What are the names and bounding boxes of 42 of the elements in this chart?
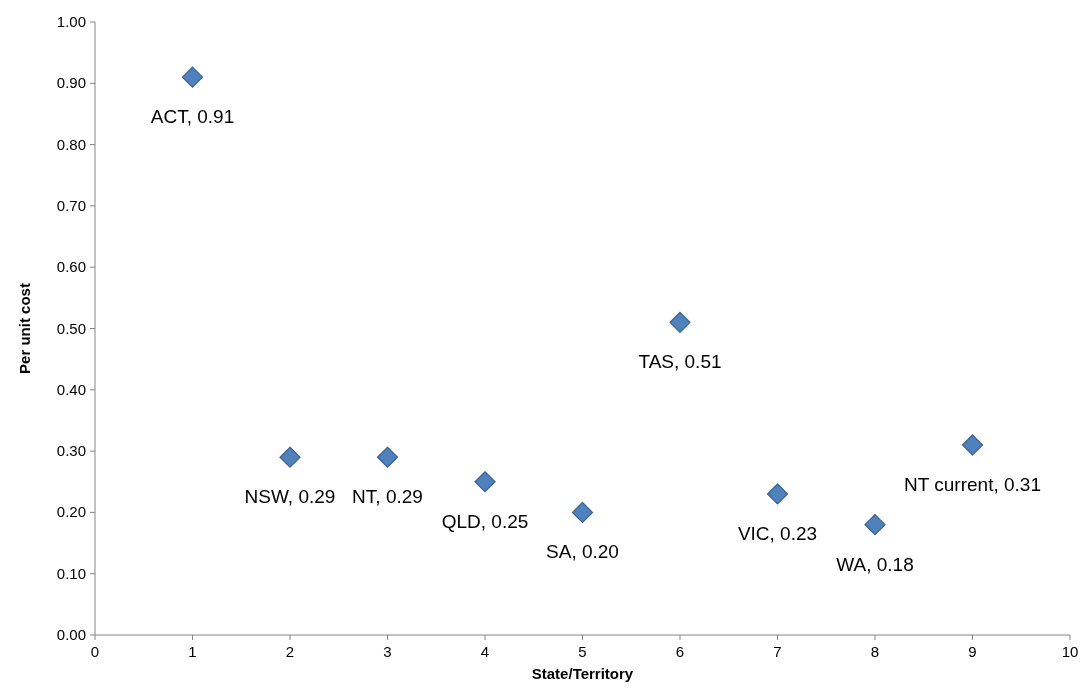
y-tick-label: 0.30 [56,442,86,460]
data-label: WA, 0.18 [836,553,914,575]
point [961,434,984,456]
y-tick-label: 0.90 [56,74,86,92]
point [669,311,691,333]
y-tick-label: 0.50 [56,319,86,337]
data-label: QLD, 0.25 [441,510,529,532]
data-label: NT current, 0.31 [904,473,1041,495]
y-tick-label: 0.10 [56,564,86,582]
point [181,66,204,88]
point [279,446,301,468]
data-label: TAS, 0.51 [638,351,722,373]
data-label: ACT, 0.91 [150,106,235,128]
y-tick-label: 0.20 [56,503,86,521]
x-tick-label: 9 [968,643,977,660]
x-tick-label: 10 [1061,643,1079,660]
y-tick-label: 0.60 [56,258,86,276]
x-tick-label: 5 [578,643,587,660]
x-tick-label: 8 [870,643,880,660]
data-label: NT, 0.29 [352,486,423,508]
x-tick-label: 3 [383,643,392,660]
y-tick-label: 1.00 [56,13,86,30]
point [864,514,886,536]
y-tick-label: 0.40 [56,380,86,398]
point [571,501,594,523]
x-axis-title: State/Territory [531,665,634,682]
x-tick-label: 6 [675,643,685,660]
data-label: VIC, 0.23 [737,523,818,545]
x-tick-label: 0 [90,643,100,660]
point [474,471,496,493]
data-label: SA, 0.20 [546,541,619,563]
data-label: NSW, 0.29 [244,486,336,508]
x-tick-label: 1 [188,643,197,660]
x-tick-label: 2 [285,643,295,660]
y-tick-label: 0.80 [56,135,86,153]
y-tick-label: 0.00 [56,626,86,643]
point [376,446,399,468]
point [766,483,789,505]
y-axis-title: Per unit cost [16,283,33,374]
x-tick-label: 4 [480,643,490,660]
y-tick-label: 0.70 [56,196,86,214]
x-tick-label: 7 [773,643,782,660]
